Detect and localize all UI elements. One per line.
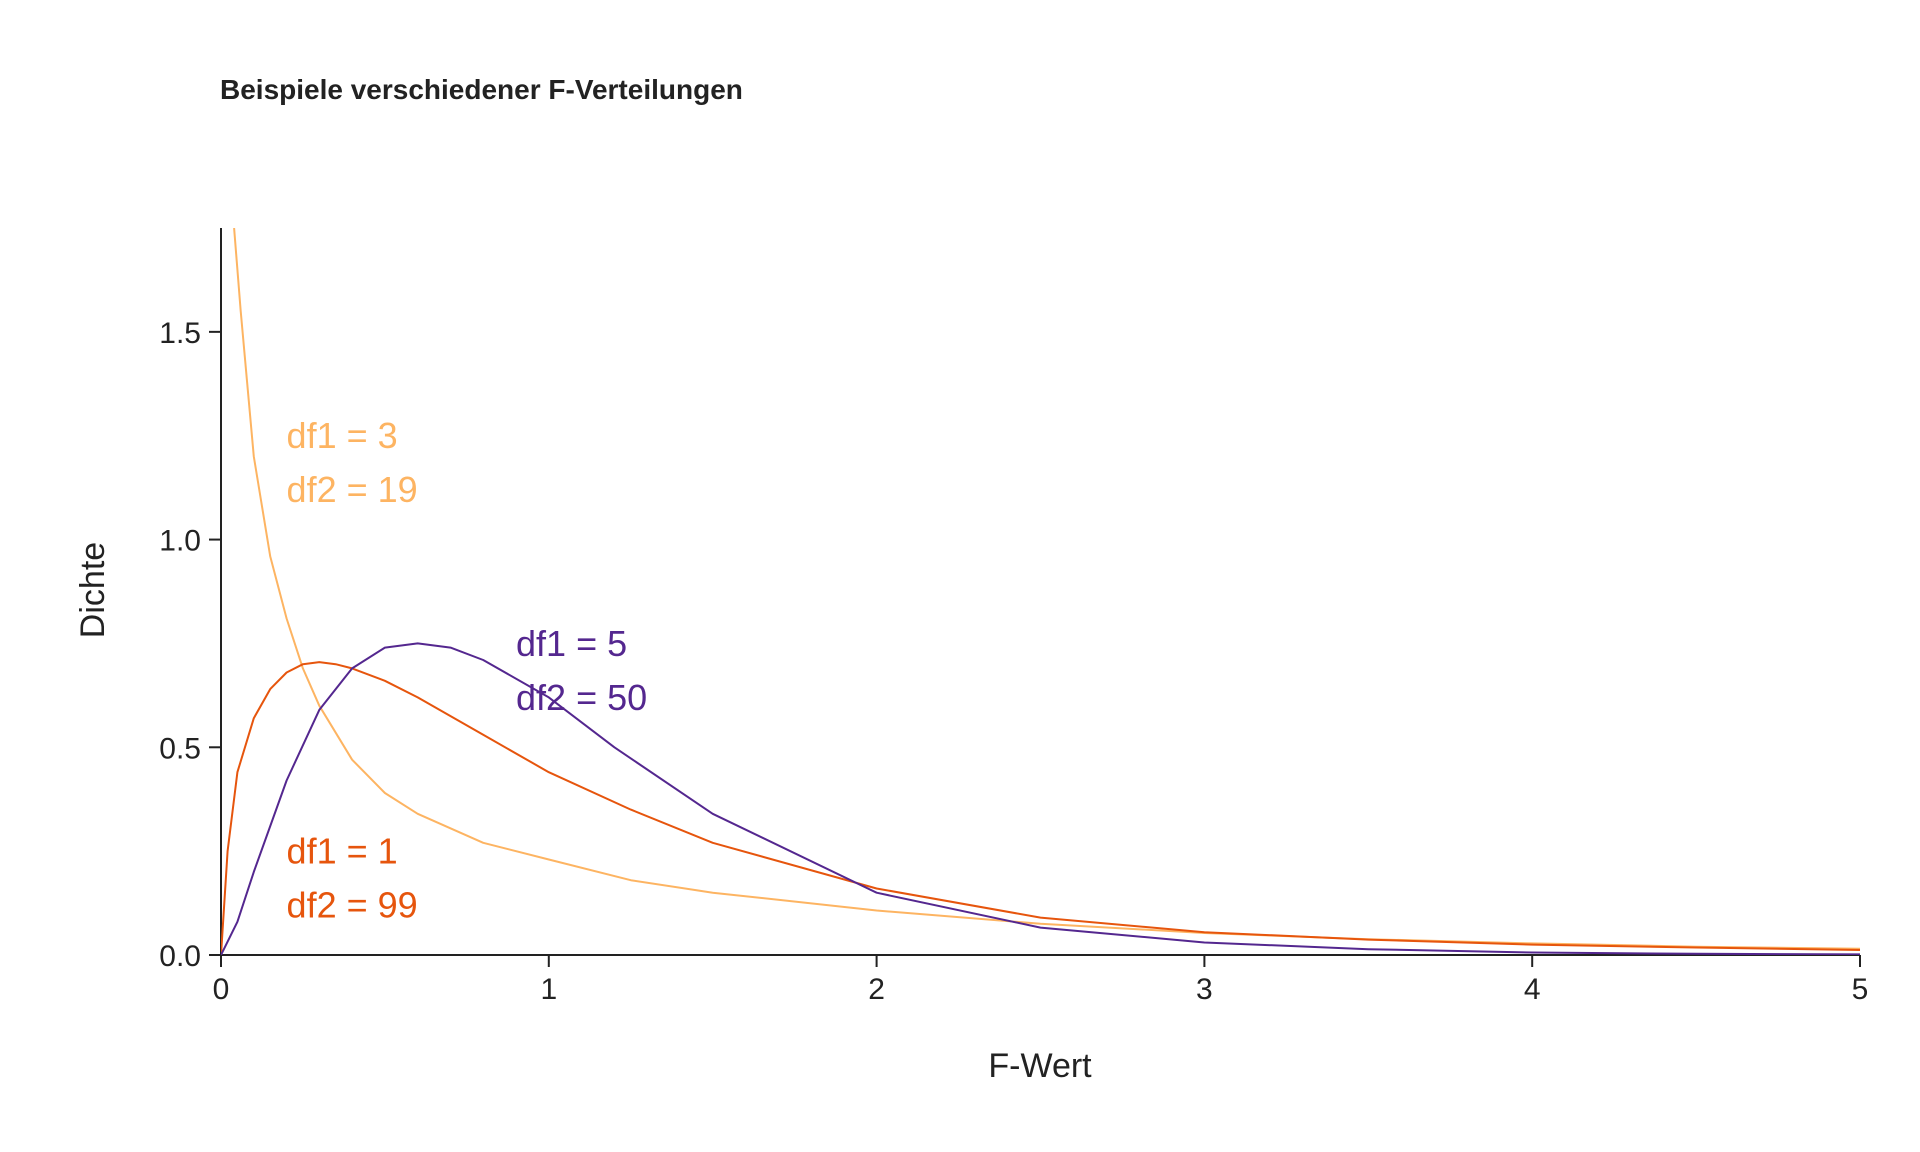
x-tick-label: 5 [1852, 973, 1869, 1006]
x-tick-label: 2 [868, 973, 885, 1006]
series-label: df2 = 99 [287, 885, 418, 926]
series-line-df1-1-df2-99 [221, 661, 1861, 955]
y-axis-title: Dichte [74, 542, 112, 638]
x-tick-label: 1 [540, 973, 557, 1006]
y-tick-label: 0.5 [159, 732, 201, 765]
series-label: df1 = 1 [287, 831, 398, 872]
series-label: df2 = 50 [516, 677, 647, 718]
series-label: df1 = 3 [287, 415, 398, 456]
x-tick-label: 0 [213, 973, 230, 1006]
x-axis-title: F-Wert [988, 1047, 1092, 1085]
series-label: df1 = 5 [516, 623, 627, 664]
chart-title: Beispiele verschiedener F-Verteilungen [220, 74, 743, 105]
series-label: df2 = 19 [287, 469, 418, 510]
plot-area: 0 1 2 3 4 5 0.0 0.5 1.0 1.5 df1 = 3 df2 = 19 df1 = 1… [159, 228, 1868, 1006]
y-tick-label: 1.5 [159, 317, 201, 350]
y-tick-label: 0.0 [159, 940, 201, 973]
series-line-df1-3-df2-19 [233, 228, 1861, 950]
x-tick-label: 4 [1524, 973, 1541, 1006]
y-tick-label: 1.0 [159, 525, 201, 558]
series-line-df1-5-df2-50 [221, 642, 1861, 955]
x-tick-label: 3 [1196, 973, 1213, 1006]
